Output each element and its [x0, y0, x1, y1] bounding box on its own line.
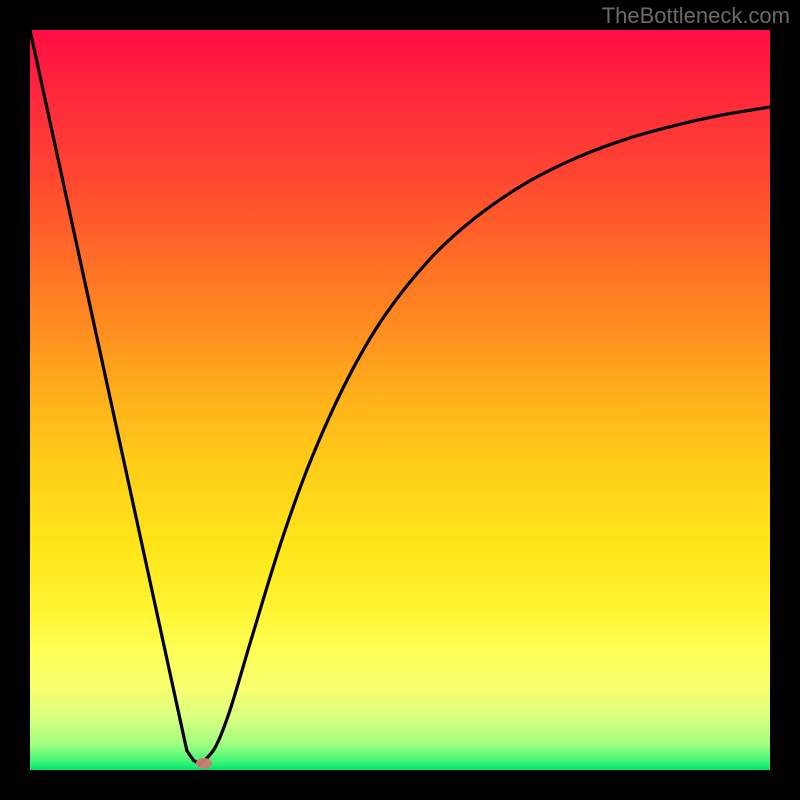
- min-marker: [196, 758, 212, 769]
- plot-area: [30, 30, 770, 770]
- chart-container: TheBottleneck.com: [0, 0, 800, 800]
- watermark-text: TheBottleneck.com: [602, 3, 790, 29]
- bottleneck-curve: [30, 30, 770, 770]
